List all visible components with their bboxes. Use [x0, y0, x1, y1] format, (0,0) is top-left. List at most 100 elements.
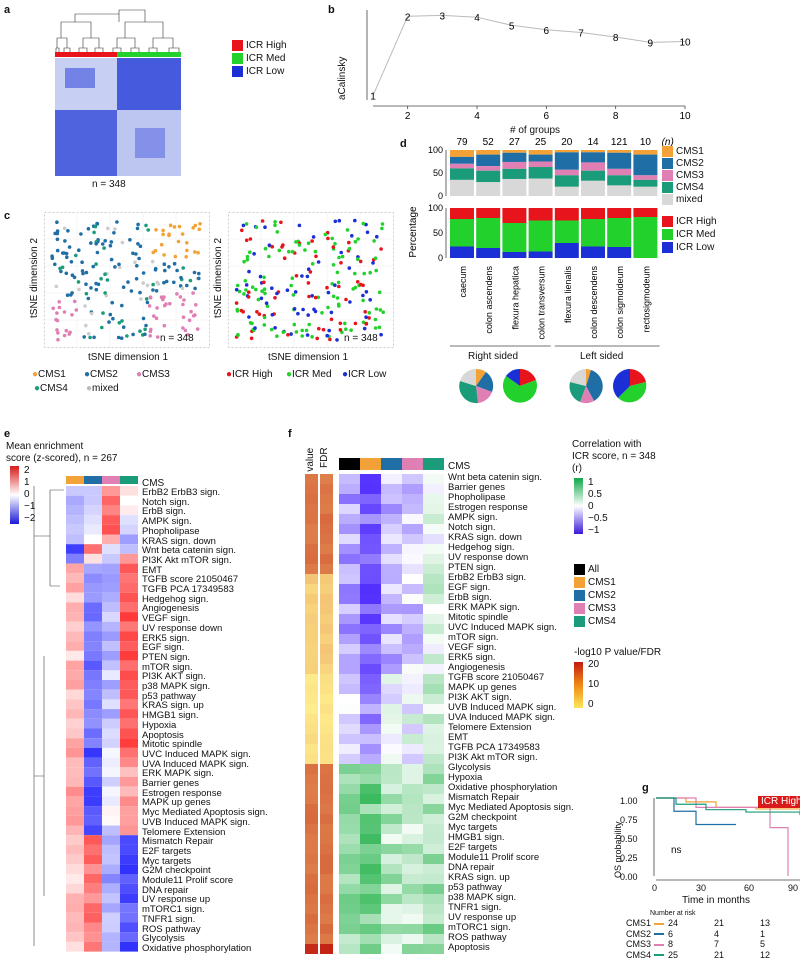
f-corr-cell — [402, 874, 423, 884]
f-corr-cell — [423, 764, 444, 774]
d-cms-bar-segment — [607, 168, 632, 176]
tsne-point — [242, 259, 246, 264]
b-point-label: 8 — [613, 33, 619, 44]
e-heat-cell — [84, 932, 102, 942]
f-row-label: ErbB sign. — [448, 592, 492, 603]
f-row-label: Mitotic spindle — [448, 612, 509, 623]
tsne-point — [313, 249, 318, 254]
f-corr-cell — [423, 844, 444, 854]
tsne-point — [327, 328, 331, 333]
tsne-point — [375, 234, 379, 239]
d-cms-bar-segment — [607, 185, 632, 196]
tsne-point — [150, 259, 155, 264]
e-heat-cell — [66, 563, 84, 574]
e-heat-cell — [84, 835, 102, 845]
f-pvalue-cell — [305, 504, 318, 514]
b-point-label: 1 — [370, 92, 376, 103]
f-row-label: Notch sign. — [448, 522, 496, 533]
e-heat-cell — [66, 883, 84, 894]
f-corr-cell — [339, 644, 360, 654]
legend-cms3: CMS3 — [142, 369, 170, 380]
e-heat-cell — [120, 815, 138, 826]
e-heat-cell — [120, 680, 138, 690]
e-heat-cell — [84, 844, 102, 855]
e-heat-cell — [66, 835, 84, 845]
f-fdr-cell — [320, 834, 333, 844]
f-corr-cell — [381, 774, 402, 784]
f-corr-cell — [381, 724, 402, 734]
tsne-point — [143, 332, 147, 337]
d-icr-bar-segment — [581, 219, 605, 247]
f-corr-cell — [339, 794, 360, 804]
tsne-point — [84, 282, 88, 286]
f-corr-cell — [402, 944, 423, 954]
f-corr-tick-m1: −1 — [588, 525, 600, 536]
tsne-point — [297, 243, 302, 247]
e-heat-cell — [66, 709, 84, 719]
tsne-point — [133, 260, 137, 264]
g-risk-value: 12 — [760, 949, 771, 960]
tsne-point — [285, 288, 290, 292]
tsne-point — [265, 304, 270, 308]
d-cms-bar-segment — [528, 178, 553, 196]
f-pvalue-cell — [305, 884, 318, 894]
e-header-cell — [84, 476, 102, 484]
e-row-label: ERK5 sign. — [142, 632, 190, 644]
f-corr-cell — [360, 554, 381, 564]
f-corr-cell — [402, 694, 423, 704]
legend-c-icr-med: ICR Med — [292, 369, 332, 380]
g-risk-value: 7 — [714, 939, 720, 949]
tsne-point — [362, 271, 366, 276]
pie-right-cms — [459, 368, 494, 404]
tsne-point — [89, 241, 93, 245]
g-risk-group-name: CMS1 — [626, 918, 652, 928]
tsne-point — [335, 338, 339, 342]
g-risk-row: CMS124211311 — [626, 919, 800, 928]
f-corr-cell — [423, 604, 444, 614]
f-corr-cell — [423, 704, 444, 714]
f-corr-cell — [402, 814, 423, 824]
d-cms-bar-segment — [450, 163, 474, 169]
f-fdr-cell — [320, 944, 333, 954]
f-corr-cell — [423, 824, 444, 834]
tsne-point — [196, 251, 200, 255]
d-cms1-swatch — [662, 146, 673, 157]
f-corr-cell — [360, 744, 381, 754]
e-heat-cell — [84, 738, 102, 748]
tsne-point — [193, 286, 197, 291]
d-cms2-swatch — [662, 158, 673, 169]
tsne-point — [154, 228, 158, 232]
tsne-point — [155, 335, 160, 339]
panel-c-tsne-icr — [228, 212, 394, 348]
legend-icr-high: ICR High — [246, 40, 287, 52]
e-heat-cell — [120, 922, 138, 933]
tsne-point — [303, 248, 307, 252]
panel-f-cms-header: CMS — [448, 461, 471, 472]
f-corr-cell — [381, 674, 402, 684]
f-row-label: KRAS sign. up — [448, 872, 510, 883]
f-corr-cell — [339, 564, 360, 574]
tsne-point — [197, 276, 201, 281]
tsne-point — [262, 287, 267, 291]
tsne-point — [338, 321, 343, 326]
tsne-point — [263, 246, 268, 251]
f-corr-cell — [339, 614, 360, 624]
f-corr-cell — [402, 854, 423, 864]
e-row-label: ERK MAPK sign. — [142, 768, 214, 780]
f-corr-cell — [360, 784, 381, 794]
tsne-point — [323, 232, 328, 237]
tsne-point — [306, 241, 311, 245]
tsne-point — [148, 334, 152, 338]
tsne-point — [330, 236, 334, 241]
tsne-point — [74, 253, 78, 258]
tsne-point — [255, 310, 259, 314]
tsne-point — [244, 283, 249, 287]
tsne-frame — [44, 212, 210, 348]
b-point-label: 3 — [440, 11, 446, 22]
f-corr-cell — [402, 844, 423, 854]
tsne-point — [162, 253, 166, 257]
e-heat-cell — [66, 747, 84, 758]
f-corr-cell — [423, 584, 444, 594]
e-heat-cell — [66, 486, 84, 496]
tsne-point — [259, 296, 264, 301]
